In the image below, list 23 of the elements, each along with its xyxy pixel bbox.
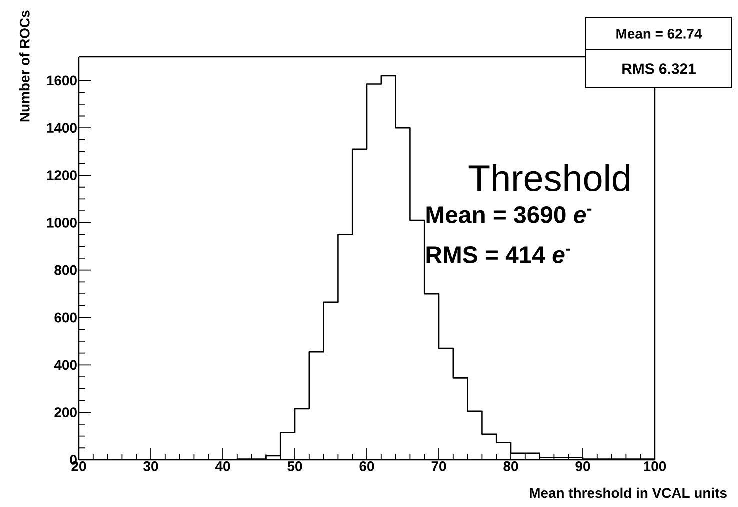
annotation: Threshold <box>468 164 630 192</box>
x-tick-label: 100 <box>644 461 666 472</box>
x-tick-label: 60 <box>360 461 374 472</box>
annotation: Mean = 3690 e$^{-}$ <box>426 206 592 224</box>
x-axis-title: Mean threshold in VCAL units <box>530 488 727 498</box>
x-tick-label: 40 <box>215 461 230 472</box>
y-tick-label: 800 <box>54 265 77 276</box>
y-axis-title: Number of ROCs <box>20 10 30 122</box>
y-tick-label: 200 <box>54 408 77 418</box>
text: Mean = 62.74 <box>616 29 702 39</box>
annotation: RMS 6.321 <box>622 64 696 74</box>
y-tick-label: 600 <box>54 312 77 323</box>
y-tick-label: 1400 <box>47 123 77 134</box>
y-tick-label: 1000 <box>47 218 77 228</box>
y-tick-label: 1200 <box>47 170 77 180</box>
y-tick-label: 1600 <box>47 76 77 86</box>
x-tick-label: 50 <box>288 461 302 472</box>
x-tick-label: 70 <box>432 461 446 472</box>
y-tick-label: 400 <box>54 360 77 370</box>
x-tick-label: 90 <box>576 461 590 472</box>
annotation: RMS = 414 e$^{-}$ <box>426 246 570 264</box>
x-tick-label: 30 <box>144 461 158 472</box>
x-tick-label: 80 <box>504 461 518 472</box>
